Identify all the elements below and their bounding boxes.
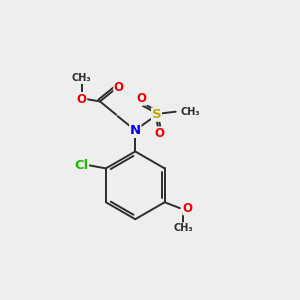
Text: O: O [137,92,147,105]
Text: CH₃: CH₃ [72,74,92,83]
Text: CH₃: CH₃ [173,223,193,233]
Text: N: N [130,124,141,137]
Text: Cl: Cl [74,159,88,172]
Text: S: S [152,108,161,121]
Text: O: O [77,93,87,106]
Text: CH₃: CH₃ [180,107,200,117]
Text: O: O [183,202,193,215]
Text: O: O [154,127,164,140]
Text: O: O [114,81,124,94]
